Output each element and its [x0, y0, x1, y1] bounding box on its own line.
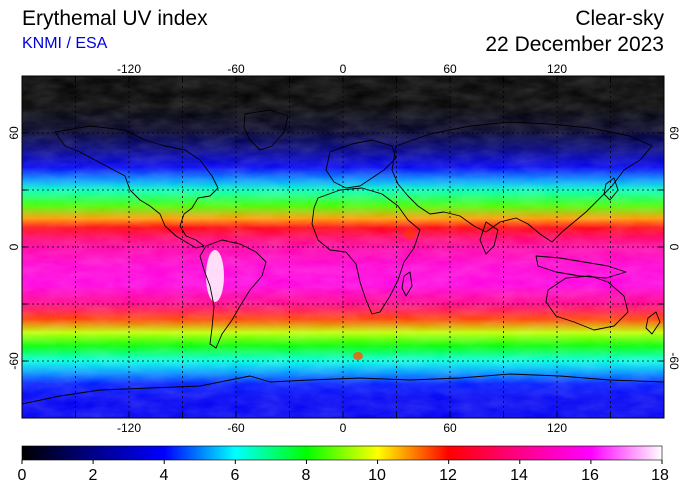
coast-north-america	[54, 125, 219, 249]
tibet-uv-spot	[404, 229, 416, 239]
colorbar-tick-label: 12	[439, 467, 457, 484]
left-lat-tick-label: -60	[7, 352, 21, 370]
coast-south-america	[199, 239, 267, 349]
coast-antarctica	[22, 373, 664, 405]
date-label: 22 December 2023	[485, 33, 664, 56]
coast-new-zealand	[645, 311, 661, 335]
left-lat-tick-label: 0	[7, 243, 21, 250]
coast-africa	[311, 187, 421, 315]
colorbar	[21, 445, 663, 461]
southern-ocean-spot	[353, 352, 363, 360]
tick-marks	[22, 76, 664, 418]
top-lon-tick-label: -60	[227, 62, 245, 76]
coast-indonesia	[535, 255, 627, 279]
top-lon-tick-label: -120	[117, 62, 141, 76]
top-lon-tick-label: 0	[340, 62, 347, 76]
colorbar-tick-label: 2	[89, 467, 98, 484]
bottom-lon-tick-label: -60	[227, 421, 245, 435]
bottom-lon-tick-label: 120	[547, 421, 567, 435]
left-lat-labels: 60 0 -60	[7, 126, 21, 370]
bottom-lon-tick-label: 60	[443, 421, 457, 435]
right-lat-tick-label: 0	[667, 244, 681, 251]
colorbar-tick-label: 10	[368, 467, 386, 484]
map-panel	[22, 76, 664, 418]
bottom-lon-tick-label: 0	[340, 421, 347, 435]
coast-japan	[603, 177, 619, 201]
bottom-lon-labels: -120 -60 0 60 120	[117, 421, 567, 435]
coast-greenland	[243, 109, 289, 151]
coastlines	[22, 109, 664, 405]
top-lon-labels: -120 -60 0 60 120	[117, 62, 567, 76]
graticule	[22, 76, 664, 418]
coast-australia	[545, 275, 629, 331]
colorbar-tick-label: 18	[651, 467, 669, 484]
top-lon-tick-label: 60	[443, 62, 457, 76]
colorbar-tick-label: 0	[18, 467, 27, 484]
right-lat-tick-label: 60	[667, 126, 681, 140]
coast-europe	[325, 139, 397, 189]
top-lon-tick-label: 120	[547, 62, 567, 76]
colorbar-tick-label: 14	[510, 467, 528, 484]
left-lat-tick-label: 60	[7, 126, 21, 140]
colorbar-tick-label: 16	[581, 467, 599, 484]
colorbar-tick-label: 8	[302, 467, 311, 484]
colorbar-labels: 0 2 4 6 8 10 12 14 16 18	[18, 467, 669, 484]
map-title: Erythemal UV index	[22, 7, 208, 30]
right-lat-labels: 60 0 -60	[667, 126, 681, 370]
colorbar-tick-label: 4	[160, 467, 169, 484]
bottom-lon-tick-label: -120	[117, 421, 141, 435]
right-lat-tick-label: -60	[667, 352, 681, 370]
credit-label: KNMI / ESA	[22, 35, 108, 52]
andes-uv-maximum	[206, 250, 224, 302]
colorbar-ticks	[21, 460, 663, 464]
colorbar-tick-label: 6	[231, 467, 240, 484]
coast-india	[479, 221, 499, 255]
coast-madagascar	[401, 271, 413, 297]
sky-condition-label: Clear-sky	[575, 7, 664, 30]
